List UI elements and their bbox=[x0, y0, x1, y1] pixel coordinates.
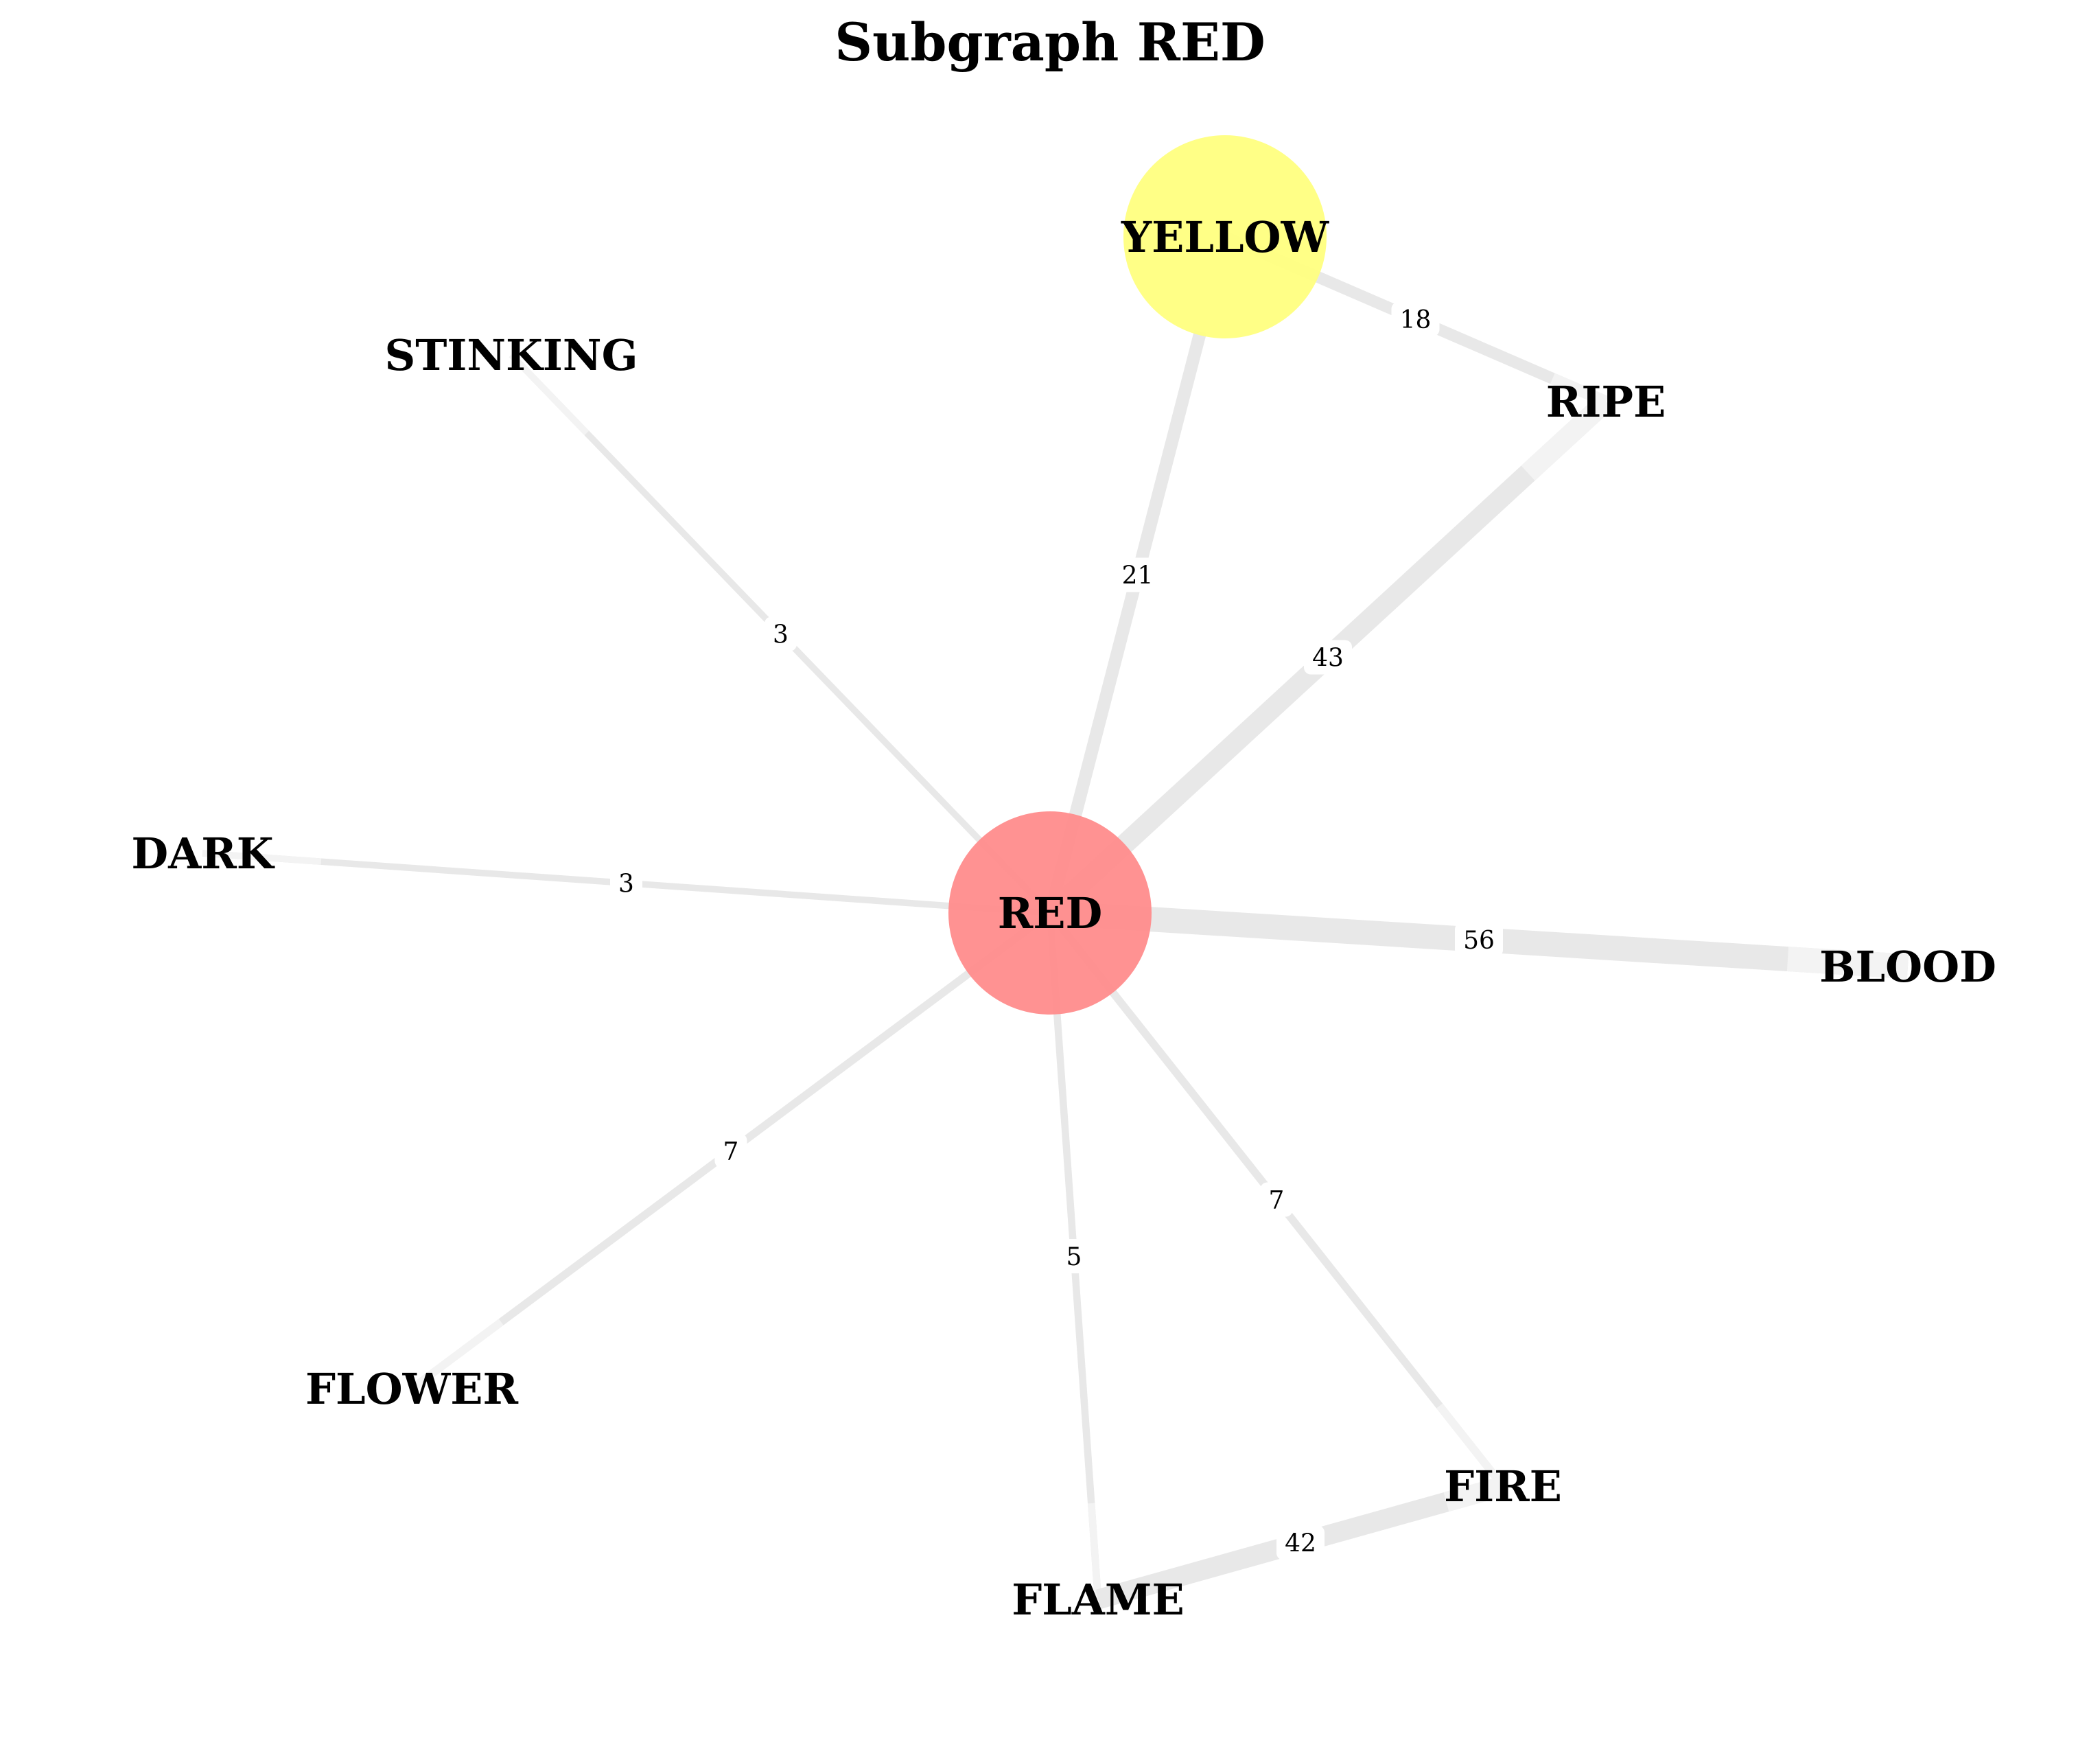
edge-weight-text: 56 bbox=[1463, 927, 1495, 955]
edge-weight-text: 42 bbox=[1285, 1530, 1316, 1558]
edge-tail-red-dark bbox=[202, 850, 322, 865]
edge-weight-label-yellow-ripe: 18 bbox=[1391, 302, 1440, 336]
edge-weight-label-red-stinking: 3 bbox=[765, 616, 797, 651]
edge-weight-box bbox=[1276, 1525, 1325, 1560]
node-labels-layer: RED YELLOW STINKING RIPE DARK BLOOD FLOWER FIRE… bbox=[131, 212, 1996, 1625]
node-label-blood: BLOOD bbox=[1819, 942, 1996, 992]
edge-tail-red-flower bbox=[409, 1319, 504, 1392]
edge-weight-box bbox=[1304, 640, 1352, 675]
node-circle-red bbox=[948, 811, 1152, 1015]
graph-title: Subgraph RED bbox=[835, 12, 1265, 73]
edge-tail-red-flame bbox=[1087, 1503, 1102, 1600]
node-label-yellow: YELLOW bbox=[1121, 212, 1330, 262]
edge-weight-box bbox=[1113, 557, 1162, 592]
edge-tail-flame-fire bbox=[1443, 1477, 1506, 1512]
edge-weight-box bbox=[610, 866, 642, 901]
edge-weight-box bbox=[1260, 1182, 1293, 1217]
node-circle-yellow bbox=[1123, 135, 1327, 338]
node-label-flower: FLOWER bbox=[305, 1364, 519, 1414]
edge-weight-label-red-flame: 5 bbox=[1058, 1239, 1090, 1273]
node-label-ripe: RIPE bbox=[1546, 377, 1666, 427]
edge-weight-label-red-flower: 7 bbox=[714, 1133, 747, 1168]
nodes-layer bbox=[948, 135, 1327, 1015]
edge-weight-text: 3 bbox=[773, 621, 789, 649]
node-label-stinking: STINKING bbox=[384, 330, 638, 380]
edge-weight-label-red-dark: 3 bbox=[610, 866, 642, 901]
edge-weight-text: 7 bbox=[723, 1138, 739, 1166]
edge-weight-text: 3 bbox=[618, 870, 634, 899]
edge-weight-label-red-fire: 7 bbox=[1260, 1182, 1293, 1217]
node-label-red: RED bbox=[998, 888, 1103, 938]
edge-weight-box bbox=[714, 1133, 747, 1168]
edge-weight-text: 43 bbox=[1312, 645, 1344, 673]
edge-weight-label-red-blood: 56 bbox=[1455, 923, 1503, 957]
edge-tail-red-stinking bbox=[509, 352, 590, 436]
edge-weight-box bbox=[1058, 1239, 1090, 1273]
edge-tail-red-fire bbox=[1436, 1403, 1506, 1489]
edge-tail-red-blood bbox=[1786, 947, 1909, 979]
edge-labels-layer: 21 18 3 43 3 56 7 5 7 42 bbox=[610, 302, 1503, 1560]
edge-weight-box bbox=[1391, 302, 1440, 336]
edge-weight-box bbox=[765, 616, 797, 651]
edge-weight-box bbox=[1455, 923, 1503, 957]
edge-weight-text: 18 bbox=[1400, 306, 1432, 334]
edge-weight-label-red-yellow: 21 bbox=[1113, 557, 1162, 592]
edge-weight-text: 5 bbox=[1066, 1243, 1082, 1271]
edge-tail-red-ripe bbox=[1521, 394, 1613, 481]
edge-weight-text: 7 bbox=[1269, 1187, 1285, 1215]
node-label-dark: DARK bbox=[131, 829, 275, 879]
node-label-flame: FLAME bbox=[1012, 1575, 1185, 1625]
edge-weight-label-flame-fire: 42 bbox=[1276, 1525, 1325, 1560]
node-label-fire: FIRE bbox=[1444, 1461, 1562, 1512]
edge-weight-label-red-ripe: 43 bbox=[1304, 640, 1352, 675]
edge-weight-text: 21 bbox=[1122, 562, 1154, 590]
